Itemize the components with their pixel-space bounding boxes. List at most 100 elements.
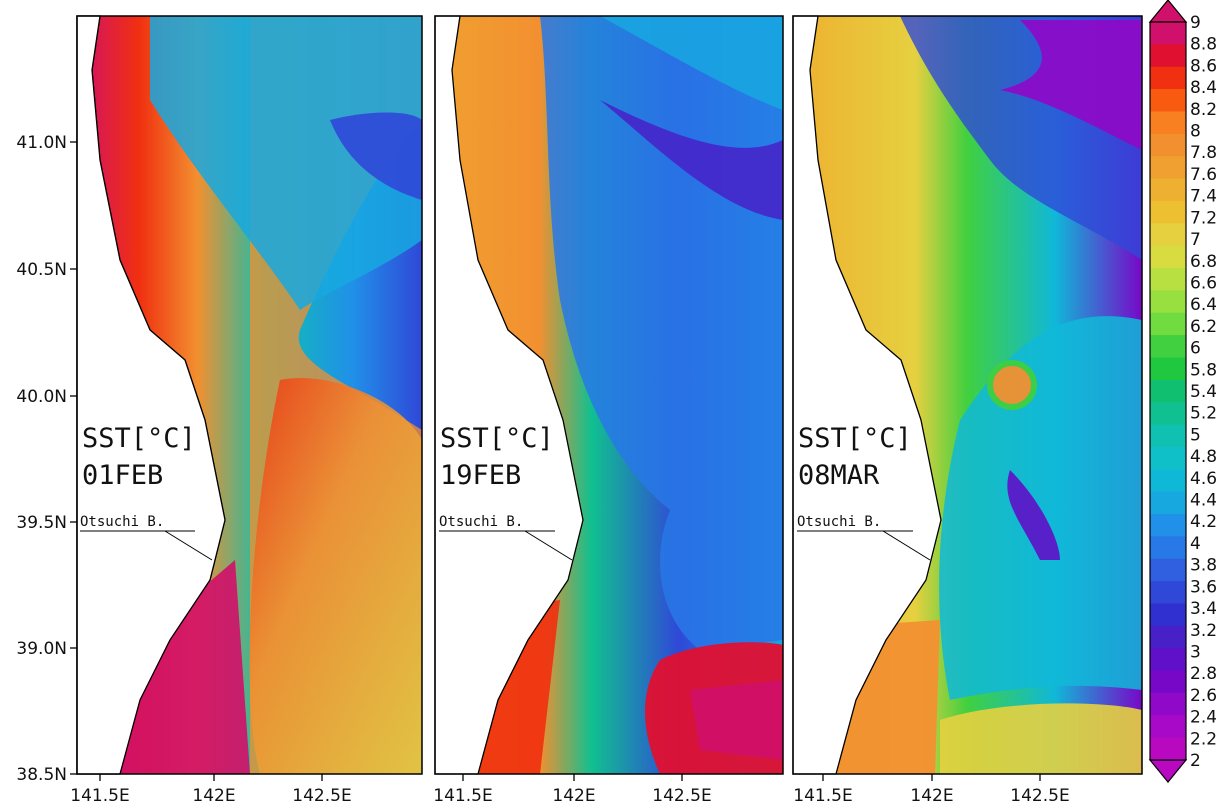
place-label-1: Otsuchi B. [80, 514, 164, 530]
colorbar-tick-label: 6 [1190, 339, 1201, 359]
colorbar-tick-label: 8.8 [1190, 35, 1216, 55]
latitude-axis: 41.0N 40.5N 40.0N 39.5N 39.0N 38.5N [16, 133, 77, 785]
hot-core-2 [690, 680, 783, 760]
cold-core-2 [600, 100, 783, 220]
colorbar-tick-label: 9 [1190, 13, 1201, 33]
colorbar-tick-label: 2.8 [1190, 664, 1216, 684]
place-leader-1 [164, 530, 213, 561]
colorbar-cell [1150, 223, 1186, 247]
colorbar-tick-label: 6.8 [1190, 252, 1216, 272]
colorbar-tick-label: 3 [1190, 642, 1201, 662]
colorbar-cell [1150, 692, 1186, 716]
colorbar-tick-label: 7.4 [1190, 187, 1216, 207]
colorbar-cell [1150, 491, 1186, 515]
colorbar: 98.88.68.48.287.87.67.47.276.86.66.46.26… [1148, 0, 1216, 783]
colorbar-cell [1150, 379, 1186, 403]
lat-label-40.0: 40.0N [16, 387, 67, 407]
colorbar-tick-label: 7.2 [1190, 208, 1216, 228]
colorbar-tick-label: 4.8 [1190, 447, 1216, 467]
cold-filament-3 [1007, 470, 1060, 560]
date-label-2: 19FEB [440, 460, 521, 491]
colorbar-cell [1150, 22, 1186, 45]
colorbar-tick-label: 3.6 [1190, 577, 1216, 597]
colorbar-tick-label: 5.8 [1190, 360, 1216, 380]
variable-label-1: SST[°C] [82, 423, 196, 454]
eddy-3 [987, 360, 1037, 410]
colorbar-cell [1150, 670, 1186, 694]
colorbar-cell [1150, 737, 1186, 761]
colorbar-cell [1150, 290, 1186, 314]
colorbar-tick-label: 4 [1190, 534, 1201, 554]
colorbar-cell [1150, 469, 1186, 493]
colorbar-tick-label: 2.4 [1190, 708, 1216, 728]
colorbar-tick-label: 2 [1190, 751, 1201, 771]
colorbar-tick-label: 5.2 [1190, 404, 1216, 424]
lat-label-39.0: 39.0N [16, 639, 67, 659]
panel-19feb: SST[°C] 19FEB Otsuchi B. [434, 15, 784, 775]
colorbar-tick-label: 2.2 [1190, 729, 1216, 749]
lon-label-141.5-1: 141.5E [70, 786, 129, 805]
colorbar-tick-label: 5 [1190, 425, 1201, 445]
lon-label-142.5-1: 142.5E [292, 786, 351, 805]
colorbar-cell [1150, 89, 1186, 112]
panel-frame-2 [434, 15, 784, 775]
panel-08mar: SST[°C] 08MAR Otsuchi B. [792, 15, 1143, 775]
colorbar-tick-label: 2.6 [1190, 686, 1216, 706]
lat-label-39.5: 39.5N [16, 513, 67, 533]
panel-frame-1 [76, 15, 423, 775]
land-coast-3 [792, 15, 942, 775]
colorbar-cell [1150, 514, 1186, 537]
warm-tongue-1 [249, 378, 422, 774]
variable-label-2: SST[°C] [440, 423, 554, 454]
lat-label-40.5: 40.5N [16, 260, 67, 280]
colorbar-cell [1150, 335, 1186, 358]
colorbar-cell [1150, 66, 1186, 90]
colorbar-cell [1150, 446, 1186, 470]
colorbar-cell [1150, 178, 1186, 202]
colorbar-tick-label: 7 [1190, 230, 1201, 250]
longitude-axis-3: 141.5E 142E 142.5E [793, 774, 1070, 806]
lon-label-142-1: 142E [192, 786, 235, 805]
colorbar-tick-label: 4.2 [1190, 512, 1216, 532]
colorbar-cell [1150, 268, 1186, 291]
coldest-core-3 [1000, 20, 1142, 150]
cold-north-2 [600, 16, 783, 110]
colorbar-bottom-triangle [1148, 759, 1188, 783]
colorbar-tick-label: 7.6 [1190, 165, 1216, 185]
lon-label-142.5-3: 142.5E [1010, 786, 1069, 805]
colorbar-cell [1150, 44, 1186, 68]
colorbar-tick-label: 7.8 [1190, 143, 1216, 163]
colorbar-cell [1150, 200, 1186, 224]
colorbar-cell [1150, 156, 1186, 180]
colorbar-tick-label: 5.4 [1190, 382, 1216, 402]
date-label-3: 08MAR [798, 460, 880, 491]
colorbar-tick-label: 4.4 [1190, 491, 1216, 511]
colorbar-tick-label: 8.2 [1190, 100, 1216, 120]
variable-label-3: SST[°C] [798, 423, 912, 454]
place-label-2: Otsuchi B. [439, 514, 523, 530]
colorbar-cell [1150, 715, 1186, 739]
colorbar-cell [1150, 245, 1186, 269]
colorbar-tick-label: 8.4 [1190, 78, 1216, 98]
longitude-axis-2: 141.5E 142E 142.5E [433, 774, 712, 806]
colorbar-cell [1150, 357, 1186, 381]
cold-core-1 [330, 112, 422, 200]
date-label-1: 01FEB [82, 460, 163, 491]
colorbar-tick-label: 8 [1190, 122, 1201, 142]
colorbar-tick-label: 6.2 [1190, 317, 1216, 337]
colorbar-frame [1149, 21, 1187, 761]
colorbar-cell [1150, 536, 1186, 560]
colorbar-cell [1150, 603, 1186, 627]
land-mask-1 [76, 15, 226, 775]
longitude-axis-1: 141.5E 142E 142.5E [70, 774, 352, 806]
colorbar-cell [1150, 111, 1186, 135]
colorbar-tick-label: 3.2 [1190, 621, 1216, 641]
panel-01feb: SST[°C] 01FEB Otsuchi B. [76, 15, 423, 775]
warm-south-3 [940, 703, 1142, 774]
colorbar-cell [1150, 312, 1186, 336]
colorbar-tick-label: 6.6 [1190, 273, 1216, 293]
colorbar-cell [1150, 424, 1186, 448]
colorbar-cell [1150, 625, 1186, 649]
colorbar-cell [1150, 648, 1186, 672]
